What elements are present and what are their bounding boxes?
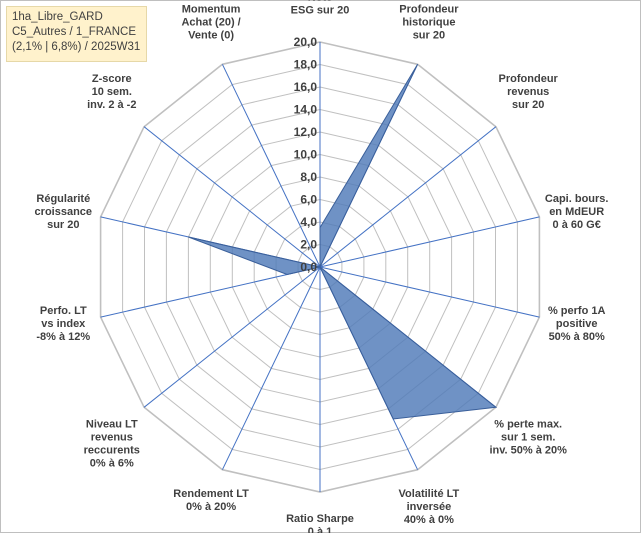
axis-label: Volatilité LT inversée 40% à 0% — [399, 488, 460, 526]
axis-label-line: historique — [402, 16, 455, 28]
info-line-3: (2,1% | 6,8%) / 2025W31 — [12, 41, 141, 53]
axis-spoke — [221, 64, 321, 268]
axis-label-line: % perte max. — [494, 418, 562, 430]
axis-label: Perfo. LT vs index -8% à 12% — [36, 305, 90, 343]
tick-label: 10,0 — [294, 148, 318, 162]
axis-label: Profondeur historique sur 20 — [399, 3, 459, 41]
axis-label: Niveau LT revenus reccurents 0% à 6% — [84, 418, 140, 469]
axis-label-line: revenus — [507, 86, 549, 98]
axis-label-line: Vente (0) — [188, 29, 234, 41]
axis-label-line: 0 à 60 G€ — [553, 219, 601, 231]
axis-label-line: Régularité — [36, 193, 90, 205]
axis-label-line: Capi. bours. — [545, 193, 609, 205]
axis-label-line: Note — [308, 0, 332, 3]
tick-label: 18,0 — [294, 58, 318, 72]
info-line-1: 1ha_Libre_GARD — [12, 11, 103, 23]
axis-label-line: 10 sem. — [92, 86, 132, 98]
axis-label: Ratio Sharpe 0 à 1 — [286, 513, 354, 533]
series-area — [188, 64, 498, 420]
axis-label: % perte max. sur 1 sem. inv. 50% à 20% — [489, 418, 567, 456]
axis-spoke — [100, 266, 321, 318]
axis-spoke — [319, 126, 497, 268]
axis-label-line: reccurents — [84, 444, 140, 456]
axis-label-line: Ratio Sharpe — [286, 513, 354, 525]
axis-label-line: sur 1 sem. — [501, 431, 555, 443]
axis-label-line: Achat (20) / — [181, 16, 240, 28]
axis-label-line: revenus — [91, 431, 133, 443]
axis-label-line: -8% à 12% — [36, 331, 90, 343]
axis-label-line: positive — [556, 318, 598, 330]
axis-label-line: Niveau LT — [86, 418, 138, 430]
tick-label: 20,0 — [294, 35, 318, 49]
info-box: 1ha_Libre_GARD C5_Autres / 1_FRANCE (2,1… — [6, 6, 147, 62]
axis-label-line: vs index — [41, 318, 86, 330]
axis-label-line: inv. 2 à -2 — [87, 99, 136, 111]
tick-label: 12,0 — [294, 125, 318, 139]
axis-label-line: sur 20 — [512, 99, 544, 111]
axis-label-line: inv. 50% à 20% — [489, 444, 567, 456]
axis-spoke — [319, 266, 540, 318]
axis-label: Profondeur revenus sur 20 — [499, 73, 559, 111]
axis-label: Capi. bours. en MdEUR 0 à 60 G€ — [545, 193, 609, 231]
tick-label: 16,0 — [294, 80, 318, 94]
axis-spoke — [221, 266, 321, 470]
axis-label-line: croissance — [35, 206, 92, 218]
axis-label: Régularité croissance sur 20 — [35, 193, 92, 231]
axis-label-line: Z-score — [92, 73, 132, 85]
tick-label: 0,0 — [300, 260, 317, 274]
axis-label-line: inversée — [407, 501, 452, 513]
axis-label-line: sur 20 — [47, 219, 79, 231]
axis-label-line: ESG sur 20 — [291, 4, 350, 16]
axis-spoke — [143, 266, 321, 408]
axis-label-line: 0% à 6% — [90, 457, 134, 469]
tick-label: 6,0 — [300, 193, 317, 207]
axis-label: % perfo 1A positive 50% à 80% — [548, 305, 606, 343]
info-line-2: C5_Autres / 1_FRANCE — [12, 26, 136, 38]
axis-label-line: 50% à 80% — [549, 331, 605, 343]
axis-label-line: Profondeur — [399, 3, 459, 15]
axis-label: Z-score 10 sem. inv. 2 à -2 — [87, 73, 136, 111]
axis-label-line: Momentum — [182, 3, 241, 15]
axis-label-line: 0% à 20% — [186, 501, 236, 513]
axis-label-line: Perfo. LT — [40, 305, 87, 317]
axis-label-line: sur 20 — [413, 29, 445, 41]
axis-label: Rendement LT 0% à 20% — [173, 488, 249, 513]
axis-label-line: Rendement LT — [173, 488, 249, 500]
tick-label: 14,0 — [294, 103, 318, 117]
tick-label: 8,0 — [300, 170, 317, 184]
axis-label-line: 0 à 1 — [308, 526, 332, 533]
tick-label: 4,0 — [300, 215, 317, 229]
axis-label-line: 40% à 0% — [404, 514, 454, 526]
axis-label-line: % perfo 1A — [548, 305, 606, 317]
tick-label: 2,0 — [300, 238, 317, 252]
axis-spoke — [143, 126, 321, 268]
axis-spoke — [319, 216, 540, 268]
axis-label-line: Volatilité LT — [399, 488, 460, 500]
axis-label-line: Profondeur — [499, 73, 559, 85]
axis-label: NoteESG sur 20 — [291, 0, 350, 16]
axis-label-line: en MdEUR — [549, 206, 604, 218]
axis-label: Momentum Achat (20) / Vente (0) — [181, 3, 240, 41]
